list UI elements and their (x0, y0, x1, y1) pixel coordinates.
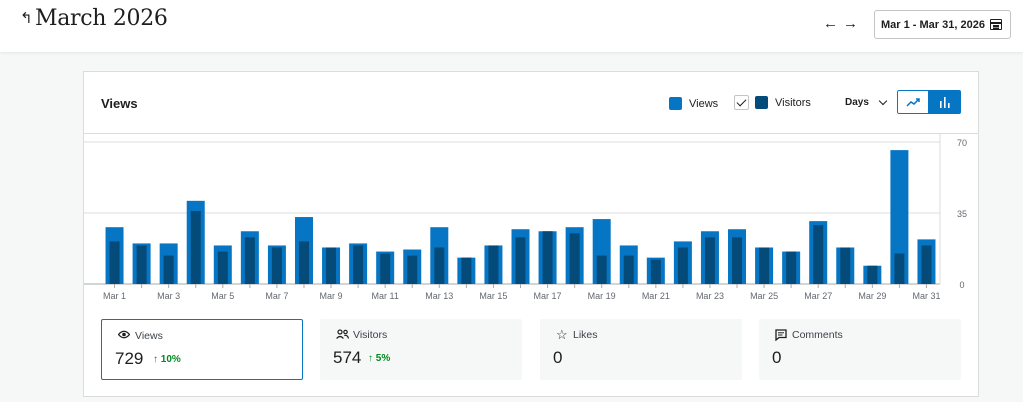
visitors-bar (136, 245, 147, 284)
visitors-bar (569, 233, 580, 284)
date-range-label: Mar 1 - Mar 31, 2026 (881, 18, 985, 31)
stat-visitors-value: 574 (333, 348, 362, 367)
stat-likes-value: 0 (553, 348, 563, 367)
next-period-button[interactable]: → (843, 15, 858, 32)
x-tick-label: Mar 21 (642, 291, 670, 301)
x-tick-label: Mar 27 (804, 291, 832, 301)
stat-views-label: Views (135, 330, 163, 342)
x-tick-label: Mar 23 (696, 291, 724, 301)
visitors-bar (434, 247, 445, 284)
legend-visitors[interactable]: Visitors (734, 95, 811, 110)
visitors-bar (217, 251, 228, 284)
stat-visitors[interactable]: Visitors 574 ↑ 5% (320, 319, 522, 380)
visitors-bar (461, 257, 472, 284)
stat-comments-label: Comments (792, 329, 843, 341)
calendar-icon (990, 19, 1002, 30)
stat-visitors-change: ↑ 5% (368, 353, 391, 364)
stat-likes-label: Likes (573, 329, 598, 341)
x-tick-label: Mar 17 (534, 291, 562, 301)
chevron-down-icon (878, 96, 888, 106)
visitors-bar (353, 245, 364, 284)
line-chart-button[interactable] (897, 90, 929, 114)
x-tick-label: Mar 7 (265, 291, 288, 301)
stat-comments[interactable]: Comments 0 (759, 319, 961, 380)
x-tick-label: Mar 25 (750, 291, 778, 301)
views-card: Views Views Visitors Days 0 35 70 Mar 1 Mar … (83, 71, 979, 397)
legend-visitors-label: Visitors (775, 96, 811, 109)
star-icon: ☆ (556, 327, 568, 342)
x-tick-label: Mar 13 (425, 291, 453, 301)
visitors-bar (244, 237, 255, 284)
x-tick-label: Mar 15 (479, 291, 507, 301)
chart-type-toggle (897, 90, 961, 114)
visitors-bar (650, 259, 661, 284)
visitors-bar (380, 253, 391, 284)
views-bar (890, 150, 909, 284)
y-tick-label: 0 (959, 280, 964, 290)
x-tick-label: Mar 11 (372, 291, 399, 301)
bar-chart-icon (940, 97, 950, 108)
card-title: Views (101, 96, 138, 111)
x-tick-label: Mar 3 (157, 291, 180, 301)
y-tick-label: 70 (957, 138, 967, 148)
visitors-bar (488, 245, 499, 284)
legend-views-label: Views (689, 97, 719, 110)
visitors-bar (515, 237, 526, 284)
card-divider (84, 133, 978, 134)
x-tick-label: Mar 29 (858, 291, 886, 301)
visitors-bar (894, 253, 905, 284)
stat-views[interactable]: Views 729 ↑ 10% (101, 319, 303, 380)
stat-views-value: 729 (115, 349, 144, 368)
bar-chart-button[interactable] (929, 90, 961, 114)
legend-views: Views (669, 97, 718, 110)
period-select[interactable]: Days (845, 96, 888, 108)
x-tick-label: Mar 9 (320, 291, 343, 301)
visitors-bar (840, 247, 851, 284)
date-range-picker[interactable]: Mar 1 - Mar 31, 2026 (874, 10, 1011, 39)
visitors-bar (677, 247, 688, 284)
previous-period-button[interactable]: ← (823, 15, 838, 32)
x-tick-label: Mar 19 (588, 291, 616, 301)
views-bar-chart: 0 35 70 Mar 1 Mar 3 Mar 5 Mar 7 Mar 9 Mar 11 Mar … (84, 134, 967, 301)
views-swatch (669, 97, 682, 110)
visitors-bar (759, 247, 770, 284)
trend-line-icon (906, 98, 920, 107)
visitors-bar (921, 245, 932, 284)
comment-icon (775, 329, 787, 344)
visitors-swatch (755, 96, 768, 109)
visitors-bar (326, 247, 337, 284)
eye-icon (117, 330, 131, 342)
visitors-checkbox[interactable] (734, 95, 749, 110)
stat-visitors-label: Visitors (353, 329, 388, 341)
visitors-bar (190, 210, 201, 284)
people-icon (336, 329, 350, 342)
page-title: March 2026 (35, 6, 168, 31)
stat-likes[interactable]: ☆ Likes 0 (540, 319, 742, 380)
visitors-bar (786, 251, 797, 284)
y-tick-label: 35 (957, 209, 967, 219)
visitors-bar (813, 225, 824, 284)
visitors-bar (704, 237, 715, 284)
period-label: Days (845, 97, 869, 108)
visitors-bar (298, 241, 309, 284)
visitors-bar (623, 255, 634, 284)
visitors-bar (732, 237, 743, 284)
visitors-bar (867, 265, 878, 284)
stat-comments-value: 0 (772, 348, 782, 367)
visitors-bar (109, 241, 120, 284)
x-tick-label: Mar 5 (211, 291, 234, 301)
stat-views-change: ↑ 10% (153, 354, 181, 365)
visitors-bar (542, 231, 553, 284)
back-arrow-icon[interactable]: ↰ (20, 10, 33, 27)
visitors-bar (163, 255, 174, 284)
x-tick-label: Mar 31 (912, 291, 940, 301)
visitors-bar (596, 255, 607, 284)
visitors-bar (271, 247, 282, 284)
x-tick-label: Mar 1 (103, 291, 126, 301)
top-bar: ↰ March 2026 ← → Mar 1 - Mar 31, 2026 (0, 0, 1023, 52)
visitors-bar (407, 255, 418, 284)
